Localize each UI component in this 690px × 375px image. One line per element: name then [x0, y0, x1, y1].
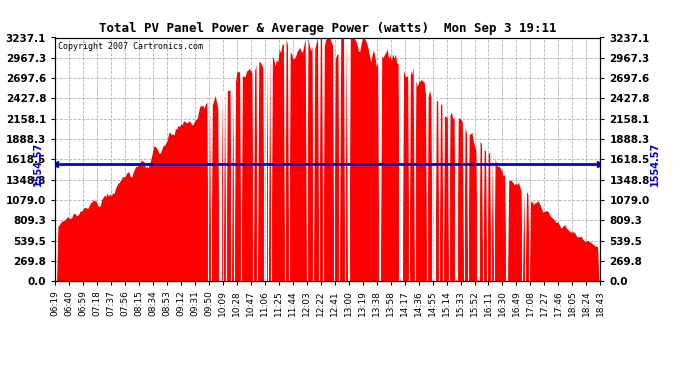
Title: Total PV Panel Power & Average Power (watts)  Mon Sep 3 19:11: Total PV Panel Power & Average Power (wa… — [99, 22, 557, 35]
Text: Copyright 2007 Cartronics.com: Copyright 2007 Cartronics.com — [58, 42, 203, 51]
Text: 1554.57: 1554.57 — [33, 142, 43, 186]
Text: 1554.57: 1554.57 — [650, 142, 660, 186]
